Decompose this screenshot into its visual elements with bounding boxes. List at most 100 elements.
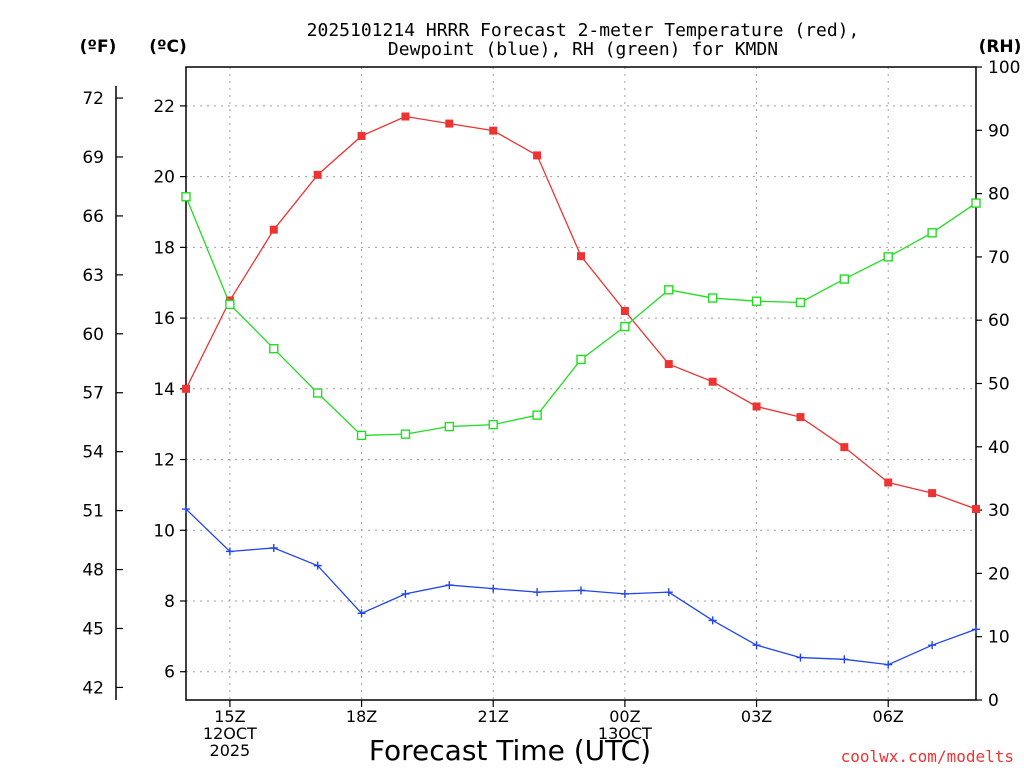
celsius-tick-label: 18 <box>153 238 175 258</box>
2-meter-temperature-point <box>401 112 410 121</box>
fahrenheit-tick-label: 69 <box>82 148 104 168</box>
x-tick-label: 2025 <box>210 741 251 760</box>
x-axis-label: Forecast Time (UTC) <box>369 734 651 767</box>
dewpoint-point <box>313 561 322 570</box>
2-meter-temperature-point <box>840 443 849 452</box>
2-meter-temperature-line <box>185 115 977 510</box>
rh-tick-label: 100 <box>988 58 1020 78</box>
rh-point <box>620 321 630 332</box>
2-meter-temperature-point <box>445 119 454 128</box>
dewpoint-point <box>840 655 849 664</box>
dewpoint-point <box>928 641 937 650</box>
rh-tick-label: 40 <box>988 438 1010 458</box>
rh-point <box>488 419 498 430</box>
rh-tick-label: 10 <box>988 628 1010 648</box>
rh-point <box>927 228 937 238</box>
celsius-tick-label: 12 <box>153 451 175 471</box>
grid <box>186 67 976 700</box>
2-meter-temperature-point <box>182 384 190 393</box>
2-meter-temperature-point <box>313 170 322 179</box>
dewpoint-point <box>445 581 454 590</box>
rh-line <box>185 196 977 437</box>
rh-point <box>971 198 981 208</box>
chart-title-line-2: Dewpoint (blue), RH (green) for KMDN <box>388 39 778 60</box>
dewpoint-point <box>620 589 629 598</box>
2-meter-temperature-point <box>708 377 717 386</box>
rh-point <box>532 410 542 420</box>
dewpoint-point <box>357 609 366 618</box>
credit-label: coolwx.com/modelts <box>841 747 1014 766</box>
dewpoint-point <box>664 588 673 597</box>
dewpoint-point <box>533 588 542 597</box>
dewpoint-point <box>972 625 980 634</box>
rh-tick-label: 50 <box>988 375 1010 395</box>
x-tick-label: 13OCT <box>598 724 652 743</box>
x-tick-label: 00Z <box>609 707 640 726</box>
2-meter-temperature-point <box>928 489 937 498</box>
2-meter-temperature-point <box>796 413 805 422</box>
dewpoint-point <box>577 586 585 595</box>
x-tick-label: 21Z <box>478 707 509 726</box>
rh-point <box>751 296 762 306</box>
fahrenheit-tick-label: 54 <box>82 443 104 463</box>
fahrenheit-tick-label: 66 <box>82 207 104 227</box>
fahrenheit-tick-label: 63 <box>82 266 104 286</box>
x-tick-label: 18Z <box>346 707 377 726</box>
dewpoint-point <box>182 505 190 514</box>
dewpoint-point <box>225 547 234 556</box>
rh-tick-label: 60 <box>988 311 1010 331</box>
fahrenheit-tick-label: 60 <box>82 325 104 345</box>
2-meter-temperature-point <box>533 151 542 160</box>
x-tick-label: 06Z <box>873 707 904 726</box>
celsius-tick-label: 20 <box>153 168 175 188</box>
rh-point <box>312 388 323 398</box>
rh-point <box>707 293 718 303</box>
fahrenheit-tick-label: 42 <box>82 678 104 698</box>
2-meter-temperature-point <box>269 225 278 234</box>
rh-tick-label: 70 <box>988 248 1010 268</box>
fahrenheit-tick-label: 45 <box>82 619 104 639</box>
2-meter-temperature-point <box>577 252 585 261</box>
chart-title-line-1: 2025101214 HRRR Forecast 2-meter Tempera… <box>307 20 860 41</box>
dewpoint-point <box>884 660 893 669</box>
rh-point <box>839 274 850 284</box>
2-meter-temperature-point <box>752 402 761 411</box>
rh-point <box>795 297 806 308</box>
rh-point <box>356 430 367 441</box>
celsius-tick-label: 8 <box>164 592 175 612</box>
dewpoint-point <box>796 653 805 662</box>
dewpoint-point <box>752 641 761 650</box>
2-meter-temperature-point <box>664 360 673 369</box>
celsius-tick-label: 16 <box>153 309 175 329</box>
rh-unit-label: (RH) <box>979 37 1022 57</box>
fahrenheit-tick-label: 72 <box>82 89 104 109</box>
rh-point <box>181 192 191 202</box>
x-tick-label: 12OCT <box>203 724 257 743</box>
dewpoint-point <box>401 589 410 598</box>
fahrenheit-tick-label: 51 <box>82 502 104 522</box>
celsius-tick-label: 6 <box>164 663 175 683</box>
rh-point <box>400 429 411 439</box>
rh-point <box>269 343 279 354</box>
celsius-tick-label: 10 <box>153 521 175 541</box>
fahrenheit-tick-label: 48 <box>82 561 104 581</box>
rh-tick-label: 0 <box>988 691 999 711</box>
rh-point <box>664 285 674 295</box>
x-tick-label: 15Z <box>214 707 245 726</box>
rh-point <box>444 421 455 432</box>
2-meter-temperature-point <box>489 126 498 135</box>
dewpoint-point <box>489 584 498 593</box>
rh-tick-label: 20 <box>988 564 1010 584</box>
2-meter-temperature-point <box>884 478 893 487</box>
rh-tick-label: 80 <box>988 185 1010 205</box>
rh-point <box>883 252 893 262</box>
series-layer <box>181 112 981 669</box>
rh-tick-label: 90 <box>988 121 1010 141</box>
celsius-tick-label: 22 <box>153 97 175 117</box>
2-meter-temperature-point <box>972 505 980 514</box>
plot-frame <box>185 66 977 701</box>
fahrenheit-unit-label: (ºF) <box>80 37 117 57</box>
2-meter-temperature-point <box>357 131 366 140</box>
rh-point <box>576 354 586 365</box>
